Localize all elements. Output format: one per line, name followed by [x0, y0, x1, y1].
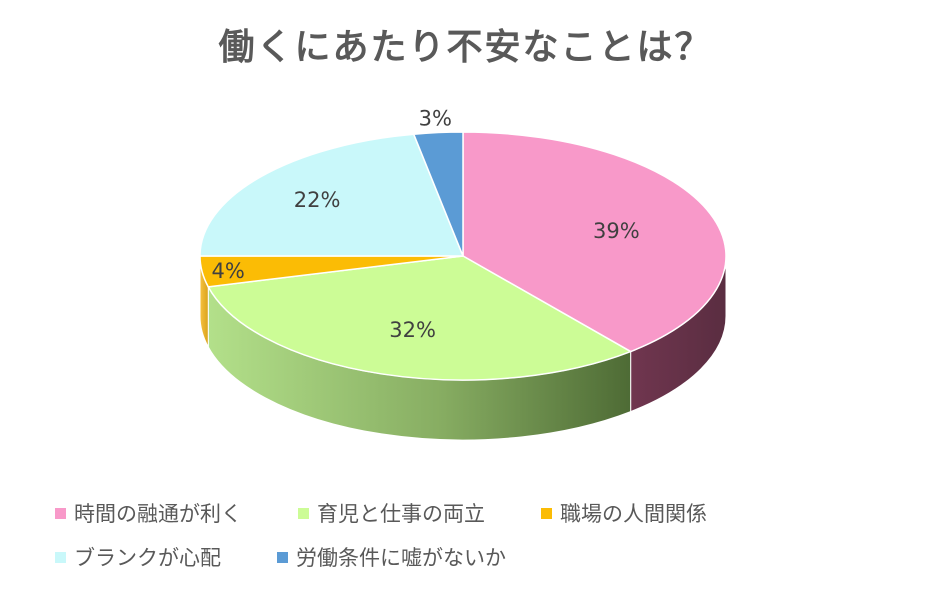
pie-top-slices [199, 131, 727, 381]
data-label-workplace-relations: 4% [212, 259, 245, 283]
legend-label-childcare-balance: 育児と仕事の両立 [317, 502, 485, 526]
legend-swatch-workplace-relations [541, 507, 552, 519]
legend-label-workplace-relations: 職場の人間関係 [560, 502, 707, 526]
legend-label-time-flexibility: 時間の融通が利く [74, 502, 242, 526]
data-label-childcare-balance: 32% [389, 318, 436, 342]
pie-data-labels: 39% 32% 4% 22% 3% [212, 107, 640, 342]
legend-item-childcare-balance: 育児と仕事の両立 [298, 500, 485, 526]
data-label-working-conditions: 3% [419, 107, 452, 131]
legend-label-career-gap: ブランクが心配 [74, 546, 221, 570]
legend-swatch-childcare-balance [298, 507, 309, 519]
data-label-career-gap: 22% [294, 188, 341, 212]
chart-title: 働くにあたり不安なことは？ [218, 27, 713, 68]
legend-swatch-career-gap [55, 551, 66, 563]
legend-swatch-working-conditions [277, 551, 288, 563]
legend-item-working-conditions: 労働条件に嘘がないか [277, 544, 506, 570]
legend-item-career-gap: ブランクが心配 [55, 544, 221, 570]
legend: 時間の融通が利く 育児と仕事の両立 職場の人間関係ブランクが心配 労働条件に嘘がないか [55, 500, 895, 570]
legend-item-time-flexibility: 時間の融通が利く [55, 500, 242, 526]
legend-swatch-time-flexibility [55, 507, 66, 519]
pie-slice-career-gap [199, 133, 465, 257]
pie-slice-childcare-balance [207, 255, 633, 381]
pie-slice-working-conditions [412, 131, 464, 257]
legend-item-workplace-relations: 職場の人間関係 [541, 500, 707, 526]
pie-chart: 39% 32% 4% 22% 3% [199, 107, 727, 441]
legend-label-working-conditions: 労働条件に嘘がないか [296, 546, 506, 570]
data-label-time-flexibility: 39% [593, 219, 640, 243]
pie-slice-time-flexibility [462, 131, 727, 353]
